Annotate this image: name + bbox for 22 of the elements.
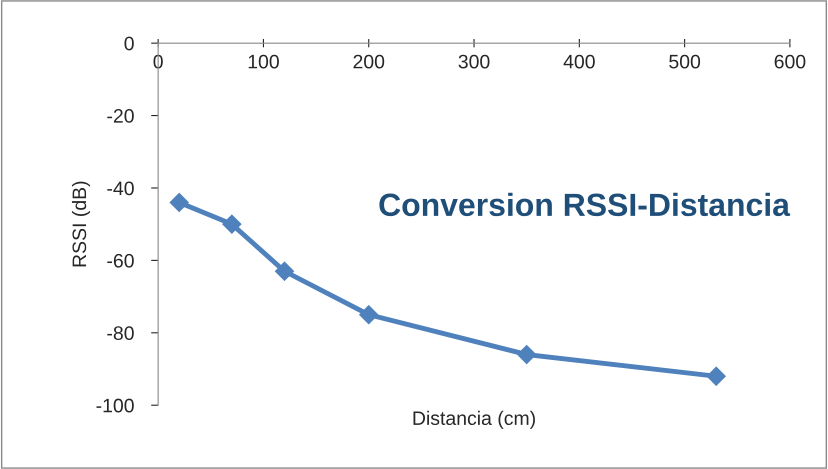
x-tick-label: 600: [774, 54, 806, 68]
text: Conversion RSSI-Distancia: [379, 192, 790, 216]
x-tick-label: 0: [154, 54, 163, 68]
y-tick-label: -20: [107, 109, 134, 123]
y-tick-label: -80: [107, 326, 134, 340]
point: [274, 262, 294, 281]
x-tick-label: 200: [353, 54, 384, 68]
point: [359, 305, 378, 324]
point: [222, 214, 242, 234]
y-tick-label: -100: [96, 398, 134, 412]
y-tick-label: 0: [124, 36, 134, 50]
y-tick-label: -40: [107, 181, 134, 196]
x-tick-label: 100: [248, 54, 279, 68]
x-axis-title: Distancia (cm): [414, 410, 535, 429]
y-tick-label: -60: [107, 254, 134, 268]
point: [706, 366, 726, 386]
x-tick-label: 300: [458, 54, 490, 68]
y-axis-title: RSSI (dB): [72, 182, 90, 266]
point: [517, 344, 536, 364]
x-tick-label: 400: [564, 54, 595, 68]
x-tick-label: 500: [669, 54, 700, 68]
point: [170, 192, 189, 212]
